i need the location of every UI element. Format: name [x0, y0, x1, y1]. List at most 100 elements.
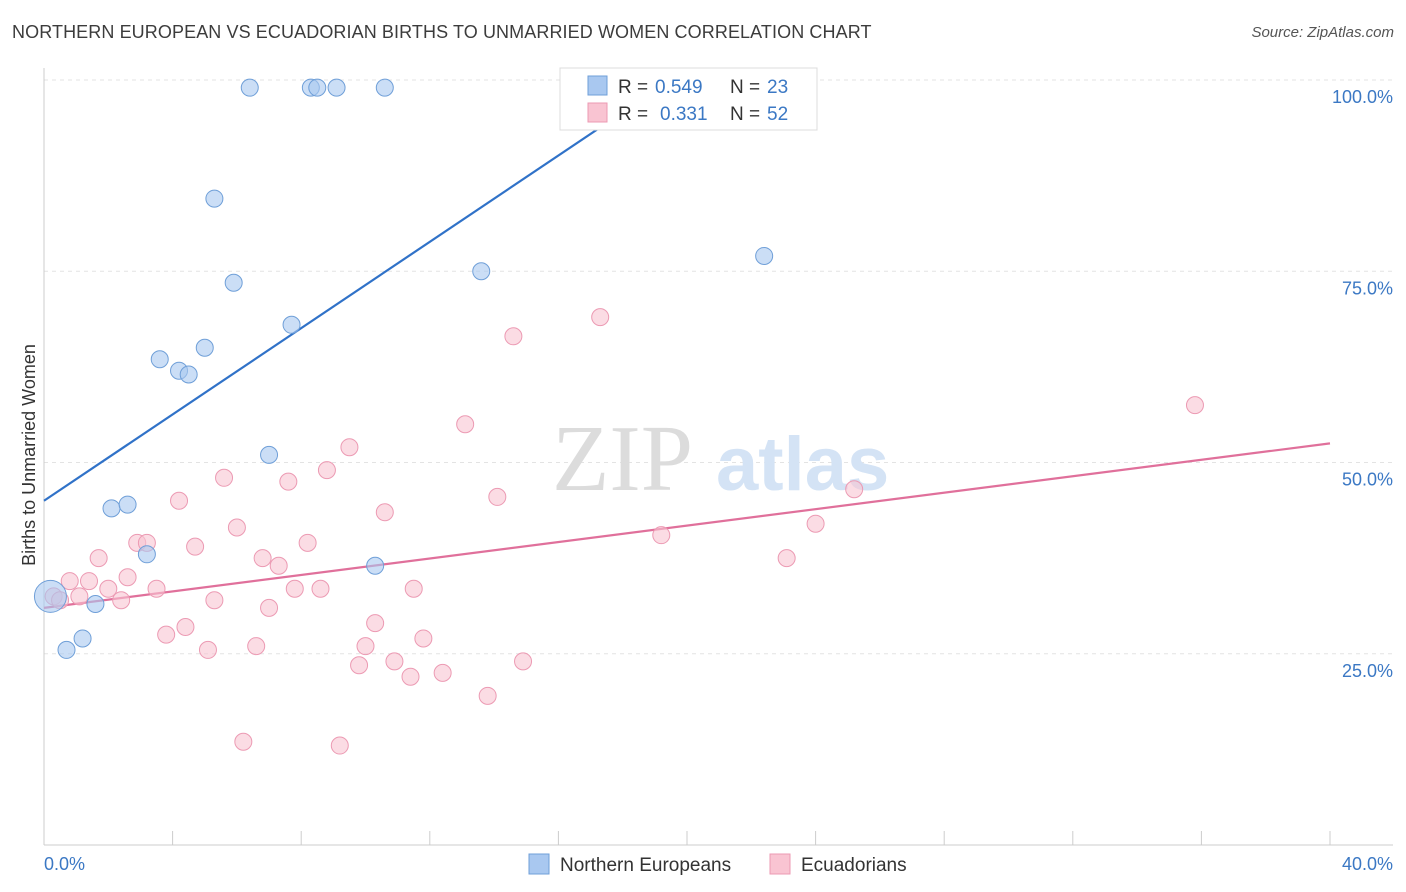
- point-ecuadorian-11: [147, 579, 166, 598]
- point-ecuadorian-4: [80, 572, 99, 591]
- x-tick-label-max: 40.0%: [1342, 854, 1393, 874]
- point-northern-5: [118, 495, 137, 514]
- point-ecuadorian-35: [375, 503, 394, 522]
- point-ecuadorian-38: [404, 579, 423, 598]
- point-northern-20: [375, 78, 394, 97]
- legend-swatch-ecuadorians: [769, 853, 791, 875]
- point-ecuadorian-23: [260, 598, 279, 617]
- point-ecuadorian-51: [1185, 396, 1204, 415]
- point-northern-22: [755, 246, 774, 265]
- point-ecuadorian-19: [227, 518, 246, 537]
- y-tick-label-3: 100.0%: [1332, 87, 1393, 107]
- chart-title: NORTHERN EUROPEAN VS ECUADORIAN BIRTHS T…: [12, 22, 872, 42]
- point-ecuadorian-17: [205, 591, 224, 610]
- y-tick-label-2: 75.0%: [1342, 278, 1393, 298]
- point-northern-4: [102, 499, 121, 518]
- trend-line-northern-europeans: [43, 79, 672, 502]
- point-ecuadorian-33: [356, 637, 375, 656]
- point-northern-7: [150, 350, 169, 369]
- stats-legend-n-label-2: N =: [730, 104, 760, 125]
- chart-source: Source: ZipAtlas.com: [1251, 24, 1394, 41]
- stats-legend-r-value-2: 0.331: [660, 104, 708, 125]
- point-northern-11: [205, 189, 224, 208]
- data-points: [33, 78, 1204, 755]
- grid-lines: [44, 79, 1393, 655]
- point-ecuadorian-41: [456, 415, 475, 434]
- y-tick-label-1: 50.0%: [1342, 470, 1393, 490]
- point-ecuadorian-48: [777, 549, 796, 568]
- point-northern-3: [86, 595, 105, 614]
- stats-legend: R = 0.549 N = 23 R = 0.331 N = 52: [559, 67, 818, 131]
- point-ecuadorian-5: [89, 549, 108, 568]
- point-ecuadorian-7: [112, 591, 131, 610]
- point-northern-0: [33, 579, 67, 613]
- point-ecuadorian-43: [488, 487, 507, 506]
- legend-swatch-northern-europeans: [528, 853, 550, 875]
- point-ecuadorian-31: [340, 438, 359, 457]
- point-ecuadorian-14: [176, 617, 195, 636]
- point-ecuadorian-16: [198, 640, 217, 659]
- point-ecuadorian-50: [845, 480, 864, 499]
- point-ecuadorian-8: [118, 568, 137, 587]
- point-ecuadorian-36: [385, 652, 404, 671]
- point-ecuadorian-40: [433, 663, 452, 682]
- point-ecuadorian-24: [269, 556, 288, 575]
- point-ecuadorian-39: [414, 629, 433, 648]
- y-tick-labels: 25.0% 50.0% 75.0% 100.0%: [1332, 87, 1393, 681]
- axes: [43, 68, 1393, 846]
- point-ecuadorian-3: [70, 587, 89, 606]
- point-ecuadorian-15: [186, 537, 205, 556]
- watermark-zip: ZIP: [552, 407, 693, 511]
- point-northern-2: [73, 629, 92, 648]
- point-ecuadorian-45: [514, 652, 533, 671]
- point-northern-13: [240, 78, 259, 97]
- point-northern-6: [137, 545, 156, 564]
- y-tick-label-0: 25.0%: [1342, 661, 1393, 681]
- point-northern-10: [195, 338, 214, 357]
- stats-legend-r-label-1: R =: [618, 77, 648, 98]
- trend-line-ecuadorians: [43, 442, 1331, 609]
- point-northern-14: [260, 445, 279, 464]
- point-ecuadorian-37: [401, 667, 420, 686]
- watermark: ZIP atlas: [552, 407, 889, 511]
- y-axis-title: Births to Unmarried Women: [19, 344, 39, 566]
- point-ecuadorian-21: [247, 637, 266, 656]
- point-ecuadorian-42: [478, 686, 497, 705]
- stats-legend-swatch-northern: [587, 75, 608, 96]
- point-northern-19: [366, 556, 385, 575]
- point-ecuadorian-34: [366, 614, 385, 633]
- point-ecuadorian-49: [806, 514, 825, 533]
- point-ecuadorian-2: [60, 572, 79, 591]
- stats-legend-n-value-1: 23: [767, 77, 788, 98]
- stats-legend-n-label-1: N =: [730, 77, 760, 98]
- stats-legend-r-label-2: R =: [618, 104, 648, 125]
- trend-lines: [43, 79, 1331, 609]
- point-ecuadorian-32: [350, 656, 369, 675]
- point-northern-1: [57, 640, 76, 659]
- point-ecuadorian-47: [652, 526, 671, 545]
- point-ecuadorian-44: [504, 327, 523, 346]
- point-ecuadorian-28: [311, 579, 330, 598]
- point-ecuadorian-20: [234, 732, 253, 751]
- point-northern-15: [282, 315, 301, 334]
- point-northern-9: [179, 365, 198, 384]
- point-northern-17: [308, 78, 327, 97]
- series-legend: Northern Europeans Ecuadorians: [528, 853, 907, 876]
- point-ecuadorian-13: [170, 491, 189, 510]
- point-northern-21: [472, 262, 491, 281]
- point-northern-18: [327, 78, 346, 97]
- point-ecuadorian-22: [253, 549, 272, 568]
- point-northern-12: [224, 273, 243, 292]
- point-ecuadorian-12: [157, 625, 176, 644]
- stats-legend-n-value-2: 52: [767, 104, 788, 125]
- stats-legend-r-value-1: 0.549: [655, 77, 703, 98]
- stats-legend-swatch-ecuadorian: [587, 102, 608, 123]
- point-ecuadorian-30: [330, 736, 349, 755]
- point-ecuadorian-18: [215, 468, 234, 487]
- point-ecuadorian-29: [317, 461, 336, 480]
- point-ecuadorian-27: [298, 533, 317, 552]
- legend-label-ecuadorians: Ecuadorians: [801, 855, 907, 876]
- legend-label-northern-europeans: Northern Europeans: [560, 855, 731, 876]
- x-tick-label-min: 0.0%: [44, 854, 85, 874]
